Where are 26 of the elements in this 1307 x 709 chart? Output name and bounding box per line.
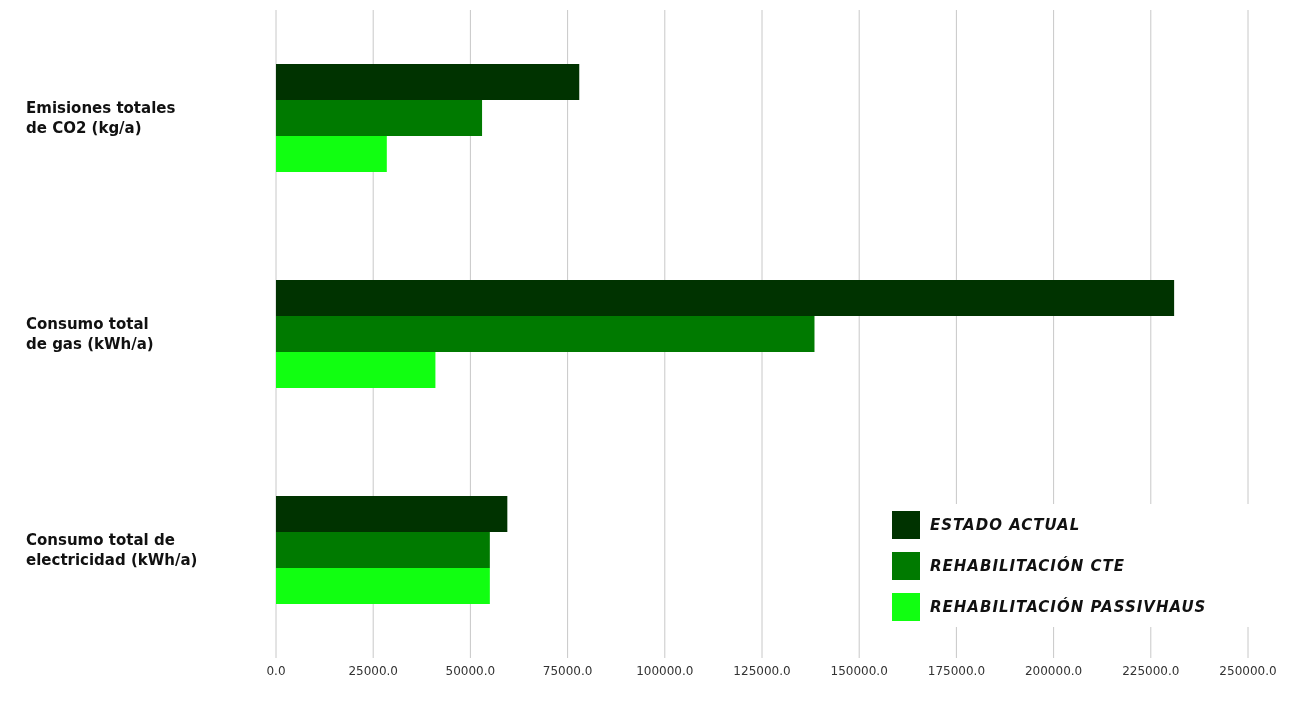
bar [276, 64, 580, 100]
x-tick-label: 0.0 [266, 663, 286, 678]
x-tick-label: 150000.0 [830, 663, 888, 678]
x-tick-label: 25000.0 [348, 663, 399, 678]
x-tick-label: 175000.0 [927, 663, 986, 678]
y-tick-label: Consumo total de electricidad (kWh/a) [26, 531, 198, 569]
legend-label: REHABILITACIÓN PASSIVHAUS [930, 597, 1207, 616]
bar [276, 136, 387, 172]
x-tick-label: 225000.0 [1122, 663, 1180, 678]
x-tick-label: 200000.0 [1024, 663, 1083, 678]
x-tick-label: 50000.0 [445, 663, 496, 678]
legend-label: REHABILITACIÓN CTE [930, 556, 1125, 575]
bar [276, 496, 508, 532]
y-tick-label: Emisiones totales de CO2 (kg/a) [26, 99, 176, 137]
bar [276, 352, 436, 388]
x-tick-label: 250000.0 [1219, 663, 1277, 678]
x-tick-label: 100000.0 [636, 663, 694, 678]
y-tick-label: Consumo total de gas (kWh/a) [26, 315, 154, 353]
bar [276, 568, 490, 604]
x-tick-label: 75000.0 [542, 663, 593, 678]
legend-label: ESTADO ACTUAL [930, 515, 1081, 534]
bar [276, 100, 483, 136]
bar [276, 316, 815, 352]
x-tick-label: 125000.0 [733, 663, 791, 678]
bar [276, 532, 490, 568]
bar [276, 280, 1175, 316]
